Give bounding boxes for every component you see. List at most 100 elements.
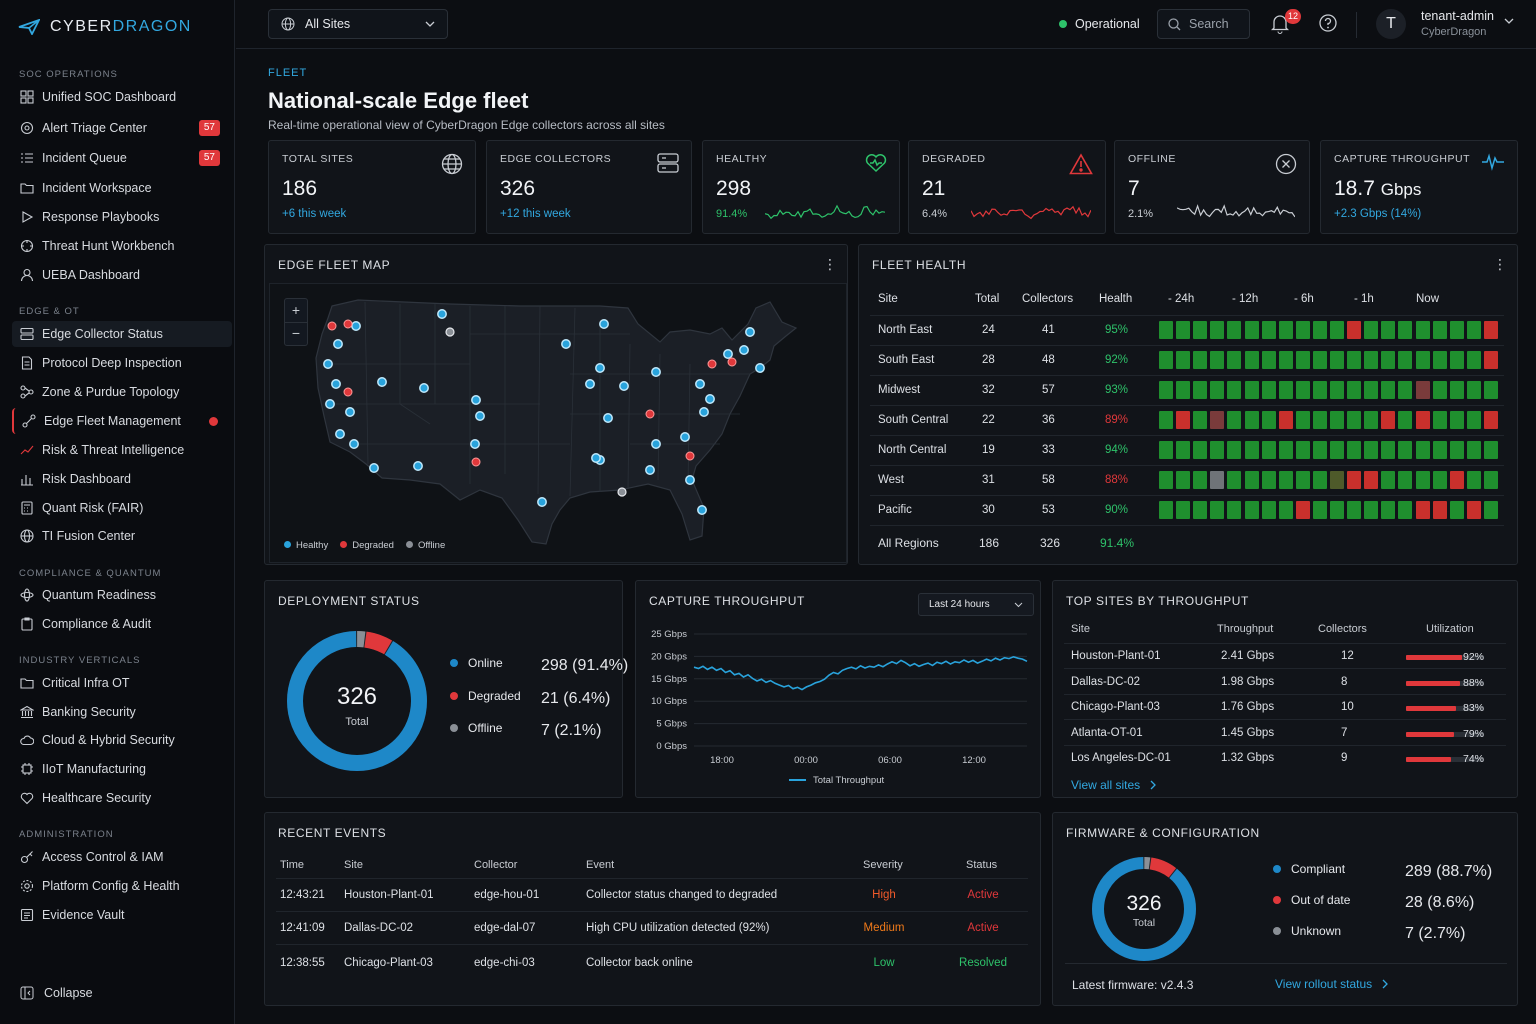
health-cell[interactable] — [1176, 471, 1191, 489]
health-cell[interactable] — [1364, 411, 1379, 429]
healthy-site-marker[interactable] — [699, 407, 709, 417]
health-cell[interactable] — [1227, 321, 1242, 339]
health-cell[interactable] — [1278, 351, 1293, 369]
health-cell[interactable] — [1466, 321, 1481, 339]
healthy-site-marker[interactable] — [333, 339, 343, 349]
degraded-site-marker[interactable] — [727, 357, 737, 367]
health-cell[interactable] — [1312, 381, 1327, 399]
healthy-site-marker[interactable] — [325, 399, 335, 409]
healthy-site-marker[interactable] — [585, 379, 595, 389]
health-cell[interactable] — [1381, 501, 1396, 519]
health-cell[interactable] — [1176, 351, 1191, 369]
health-cell[interactable] — [1398, 351, 1413, 369]
health-cell[interactable] — [1364, 441, 1379, 459]
healthy-site-marker[interactable] — [369, 463, 379, 473]
map-canvas[interactable]: + − Healthy Degraded Offline — [269, 283, 847, 563]
sidebar-item-incident-queue[interactable]: Incident Queue 57 — [12, 145, 232, 171]
health-cell[interactable] — [1227, 381, 1242, 399]
health-cell[interactable] — [1193, 381, 1208, 399]
sidebar-item-protocol-deep-inspection[interactable]: Protocol Deep Inspection — [12, 350, 232, 376]
health-cell[interactable] — [1432, 411, 1447, 429]
health-cell[interactable] — [1227, 471, 1242, 489]
degraded-site-marker[interactable] — [471, 457, 481, 467]
healthy-site-marker[interactable] — [755, 363, 765, 373]
health-cell[interactable] — [1347, 411, 1362, 429]
health-cell[interactable] — [1244, 471, 1259, 489]
healthy-site-marker[interactable] — [561, 339, 571, 349]
healthy-site-marker[interactable] — [345, 407, 355, 417]
health-cell[interactable] — [1244, 321, 1259, 339]
healthy-site-marker[interactable] — [591, 453, 601, 463]
sidebar-item-ti-fusion-center[interactable]: TI Fusion Center — [12, 523, 232, 549]
health-cell[interactable] — [1415, 321, 1430, 339]
health-cell[interactable] — [1244, 381, 1259, 399]
health-cell[interactable] — [1159, 501, 1173, 519]
more-options-icon[interactable]: ⋮ — [823, 256, 837, 272]
health-cell[interactable] — [1312, 411, 1327, 429]
health-cell[interactable] — [1278, 441, 1293, 459]
help-icon[interactable] — [1319, 14, 1337, 32]
health-cell[interactable] — [1261, 471, 1276, 489]
healthy-site-marker[interactable] — [537, 497, 547, 507]
health-cell[interactable] — [1330, 441, 1344, 459]
health-cell[interactable] — [1210, 381, 1225, 399]
health-cell[interactable] — [1347, 381, 1362, 399]
health-cell[interactable] — [1483, 501, 1498, 519]
health-cell[interactable] — [1466, 471, 1481, 489]
sidebar-item-quantum-readiness[interactable]: Quantum Readiness — [12, 582, 232, 608]
health-cell[interactable] — [1347, 351, 1362, 369]
health-cell[interactable] — [1244, 411, 1259, 429]
collapse-button[interactable]: Collapse — [20, 986, 93, 1000]
health-cell[interactable] — [1261, 381, 1276, 399]
degraded-site-marker[interactable] — [685, 451, 695, 461]
sidebar-item-banking-security[interactable]: Banking Security — [12, 699, 232, 725]
health-cell[interactable] — [1398, 471, 1413, 489]
health-cell[interactable] — [1278, 501, 1293, 519]
kpi-card-capture-throughput[interactable]: CAPTURE THROUGHPUT 18.7 Gbps +2.3 Gbps (14… — [1320, 140, 1518, 234]
health-cell[interactable] — [1364, 501, 1379, 519]
health-cell[interactable] — [1295, 501, 1310, 519]
healthy-site-marker[interactable] — [723, 349, 733, 359]
health-cell[interactable] — [1415, 471, 1430, 489]
degraded-site-marker[interactable] — [343, 319, 353, 329]
healthy-site-marker[interactable] — [685, 475, 695, 485]
healthy-site-marker[interactable] — [603, 413, 613, 423]
sidebar-item-evidence-vault[interactable]: Evidence Vault — [12, 902, 232, 928]
health-cell[interactable] — [1227, 411, 1242, 429]
health-cell[interactable] — [1176, 381, 1191, 399]
health-cell[interactable] — [1347, 501, 1362, 519]
sidebar-item-alert-triage-center[interactable]: Alert Triage Center 57 — [12, 115, 232, 141]
site-filter-select[interactable]: All Sites — [268, 9, 448, 39]
health-cell[interactable] — [1193, 411, 1208, 429]
health-cell[interactable] — [1364, 381, 1379, 399]
health-cell[interactable] — [1210, 321, 1225, 339]
donut-segment[interactable] — [287, 631, 427, 771]
health-cell[interactable] — [1330, 471, 1344, 489]
health-cell[interactable] — [1295, 381, 1310, 399]
health-cell[interactable] — [1347, 471, 1362, 489]
health-cell[interactable] — [1432, 471, 1447, 489]
breadcrumb[interactable]: FLEET — [268, 67, 308, 79]
kpi-card-offline[interactable]: OFFLINE 7 2.1% — [1114, 140, 1310, 234]
health-cell[interactable] — [1381, 411, 1396, 429]
sidebar-item-risk-threat-intelligence[interactable]: Risk & Threat Intelligence — [12, 437, 232, 463]
sidebar-item-cloud-hybrid-security[interactable]: Cloud & Hybrid Security — [12, 727, 232, 753]
sidebar-item-compliance-audit[interactable]: Compliance & Audit — [12, 611, 232, 637]
healthy-site-marker[interactable] — [323, 359, 333, 369]
health-cell[interactable] — [1381, 351, 1396, 369]
health-cell[interactable] — [1364, 321, 1379, 339]
healthy-site-marker[interactable] — [419, 383, 429, 393]
health-cell[interactable] — [1295, 351, 1310, 369]
healthy-site-marker[interactable] — [599, 319, 609, 329]
health-cell[interactable] — [1278, 471, 1293, 489]
health-cell[interactable] — [1449, 381, 1464, 399]
health-cell[interactable] — [1227, 351, 1242, 369]
offline-site-marker[interactable] — [445, 327, 455, 337]
health-cell[interactable] — [1449, 471, 1464, 489]
zoom-in-button[interactable]: + — [285, 299, 307, 323]
health-cell[interactable] — [1193, 441, 1208, 459]
health-cell[interactable] — [1466, 501, 1481, 519]
more-options-icon[interactable]: ⋮ — [1493, 256, 1507, 272]
healthy-site-marker[interactable] — [331, 379, 341, 389]
healthy-site-marker[interactable] — [651, 367, 661, 377]
